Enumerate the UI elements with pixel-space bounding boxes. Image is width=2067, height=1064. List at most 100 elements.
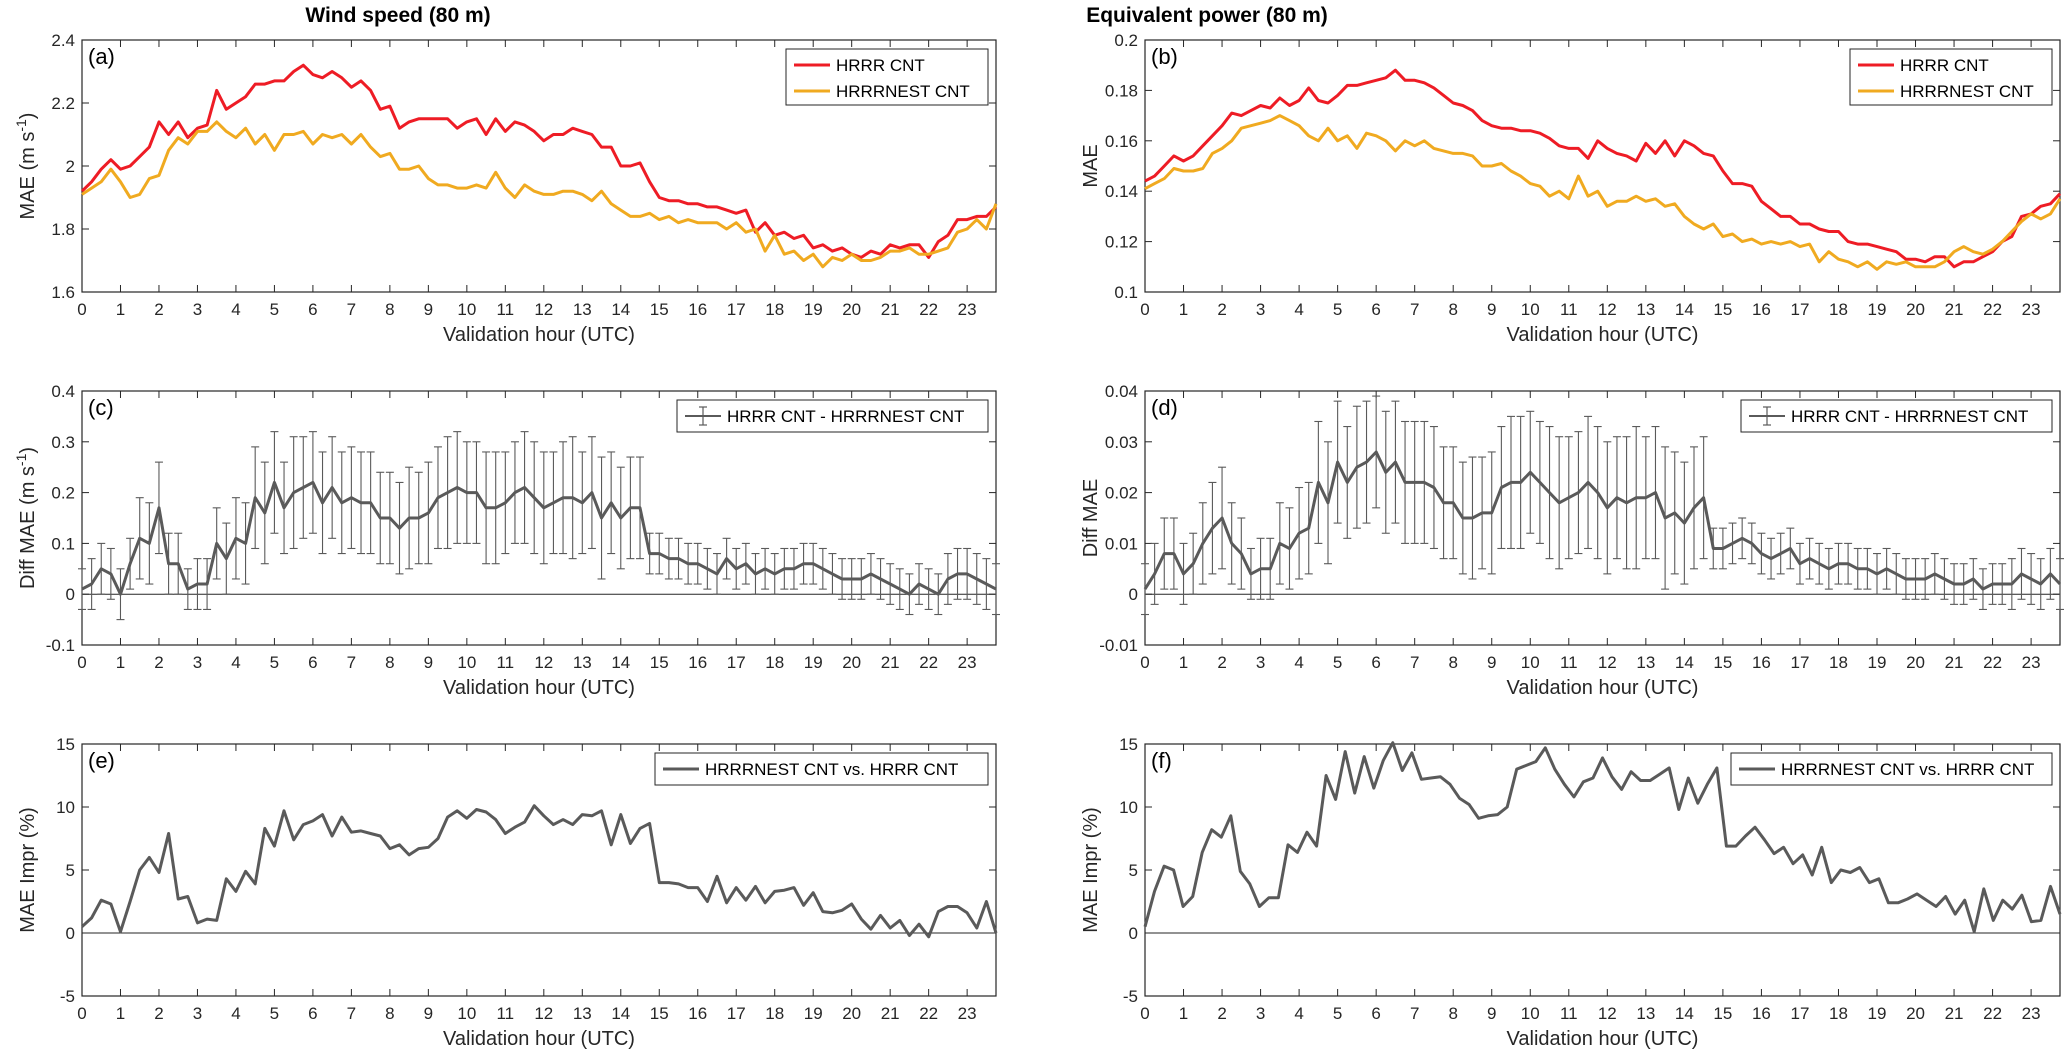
x-tick-label: 18 [1829,1004,1848,1023]
x-tick-label: 5 [270,653,279,672]
series-line [1143,741,2062,934]
x-tick-label: 5 [270,300,279,319]
y-tick-label: 0 [1129,924,1138,943]
y-tick-label: 0.18 [1105,81,1138,100]
x-tick-label: 5 [270,1004,279,1023]
x-tick-label: 20 [842,653,861,672]
x-tick-label: 8 [385,1004,394,1023]
x-tick-label: 9 [424,653,433,672]
x-tick-label: 16 [1752,653,1771,672]
legend-label: HRRRNEST CNT [1900,82,2034,101]
x-tick-label: 0 [1140,300,1149,319]
y-tick-label: -0.01 [1099,636,1138,655]
x-tick-label: 8 [385,300,394,319]
x-tick-label: 3 [1256,300,1265,319]
series-line [80,63,998,259]
x-tick-label: 17 [1790,1004,1809,1023]
x-tick-label: 13 [1636,1004,1655,1023]
x-tick-label: 2 [1217,300,1226,319]
y-tick-label: 0.16 [1105,132,1138,151]
x-tick-label: 3 [193,1004,202,1023]
panel-label: (a) [88,44,115,69]
y-axis-label: MAE Impr (%) [17,807,39,933]
series-line [81,480,997,596]
x-tick-label: 5 [1333,300,1342,319]
x-tick-label: 4 [231,300,240,319]
x-tick-label: 1 [116,1004,125,1023]
x-tick-label: 11 [1560,300,1578,319]
x-tick-label: 22 [919,300,938,319]
x-tick-label: 12 [534,1004,553,1023]
x-tick-label: 20 [1906,653,1925,672]
legend: HRRR CNT HRRRNEST CNT [785,48,989,106]
x-tick-label: 12 [1598,653,1617,672]
x-tick-label: 7 [347,1004,356,1023]
x-tick-label: 21 [881,653,900,672]
y-tick-label: 10 [1119,798,1138,817]
x-tick-label: 0 [1140,1004,1149,1023]
x-tick-label: 3 [193,300,202,319]
legend-box [654,752,989,786]
series-line [1144,68,2062,269]
x-tick-label: 0 [1140,653,1149,672]
x-tick-label: 9 [1487,1004,1496,1023]
x-tick-label: 23 [2022,1004,2041,1023]
x-tick-label: 4 [1294,653,1303,672]
x-tick-label: 10 [457,653,476,672]
x-tick-label: 18 [1829,653,1848,672]
x-tick-label: 11 [1560,653,1578,672]
series-hrrrnest-cnt-vs-hrrr-cnt [80,804,998,939]
x-axis-label: Validation hour (UTC) [443,324,635,346]
x-tick-label: 8 [385,653,394,672]
panel-label: (c) [88,395,114,420]
x-tick-label: 7 [347,653,356,672]
x-tick-label: 2 [154,300,163,319]
y-tick-label: -0.1 [46,636,75,655]
x-tick-label: 21 [1945,1004,1964,1023]
x-tick-label: 13 [573,1004,592,1023]
x-tick-label: 11 [496,300,514,319]
legend: HRRRNEST CNT vs. HRRR CNT [1730,752,2053,786]
x-tick-label: 17 [727,653,746,672]
x-tick-label: 20 [842,1004,861,1023]
legend: HRRR CNT - HRRRNEST CNT [1740,399,2053,433]
x-tick-label: 14 [611,1004,630,1023]
x-tick-label: 4 [1294,300,1303,319]
series-hrrrnest-cnt-vs-hrrr-cnt [1143,741,2062,934]
y-tick-label: 0.3 [51,433,75,452]
x-tick-label: 0 [77,1004,86,1023]
y-tick-label: 10 [56,798,75,817]
panel-c: 0 1 2 3 4 5 6 7 8 9 10 11 12 13 14 15 16 17 18 19 20 21 22 23-0… [13,382,1000,699]
y-axis-label: MAE [1080,144,1102,187]
x-tick-label: 5 [1333,1004,1342,1023]
x-tick-label: 12 [534,300,553,319]
series-hrrr-cnt-hrrrnest-cnt [1141,395,2064,616]
y-tick-label: 0.03 [1105,433,1138,452]
x-tick-label: 19 [804,1004,823,1023]
legend-label: HRRR CNT - HRRRNEST CNT [1791,407,2028,426]
x-tick-label: 2 [1217,653,1226,672]
x-tick-label: 5 [1333,653,1342,672]
x-tick-label: 19 [1868,300,1887,319]
x-tick-label: 20 [1906,300,1925,319]
x-tick-label: 11 [496,653,514,672]
x-tick-label: 7 [347,300,356,319]
series-hrrrnest-cnt [1144,114,2062,271]
x-tick-label: 2 [1217,1004,1226,1023]
y-tick-label: 2 [66,157,75,176]
series-hrrrnest-cnt [81,120,998,269]
x-tick-label: 3 [1256,1004,1265,1023]
x-tick-label: 17 [1790,653,1809,672]
panel-e: 0 1 2 3 4 5 6 7 8 9 10 11 12 13 14 15 16 17 18 19 20 21 22 23-5… [17,735,998,1050]
x-tick-label: 1 [1179,300,1188,319]
x-tick-label: 13 [573,300,592,319]
x-tick-label: 14 [611,653,630,672]
x-tick-label: 22 [1983,653,2002,672]
panel-label: (e) [88,748,115,773]
x-tick-label: 0 [77,300,86,319]
x-tick-label: 13 [1636,300,1655,319]
legend-box [785,48,989,106]
x-tick-label: 12 [1598,300,1617,319]
legend-box [1730,752,2053,786]
legend: HRRR CNT - HRRRNEST CNT [676,399,989,433]
